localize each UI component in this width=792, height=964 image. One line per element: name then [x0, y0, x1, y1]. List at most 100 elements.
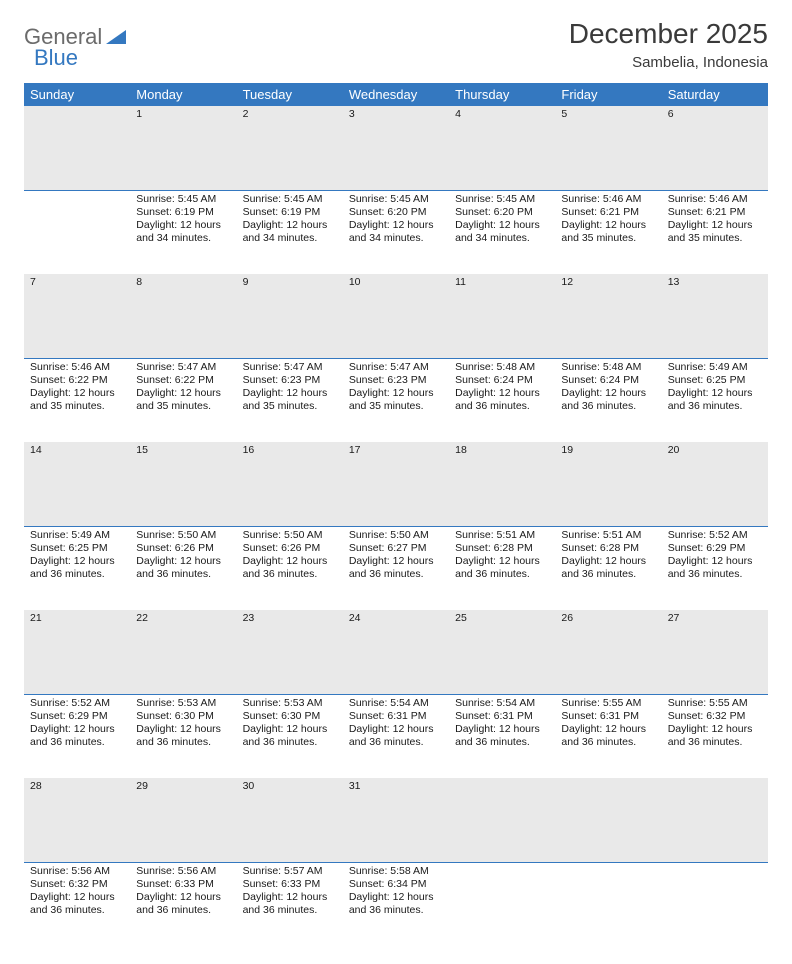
day-cell: Sunrise: 5:49 AMSunset: 6:25 PMDaylight:… — [662, 358, 768, 442]
daylight-line: Daylight: 12 hours and 36 minutes. — [136, 555, 230, 581]
daylight-line: Daylight: 12 hours and 36 minutes. — [455, 723, 549, 749]
day-number: 25 — [449, 610, 555, 694]
daylight-line: Daylight: 12 hours and 34 minutes. — [243, 219, 337, 245]
sunrise-line: Sunrise: 5:49 AM — [668, 361, 762, 374]
daylight-line: Daylight: 12 hours and 35 minutes. — [668, 219, 762, 245]
day-details: Sunrise: 5:54 AMSunset: 6:31 PMDaylight:… — [455, 697, 549, 750]
daylight-line: Daylight: 12 hours and 35 minutes. — [30, 387, 124, 413]
day-details: Sunrise: 5:50 AMSunset: 6:26 PMDaylight:… — [136, 529, 230, 582]
sunset-line: Sunset: 6:31 PM — [349, 710, 443, 723]
daylight-line: Daylight: 12 hours and 36 minutes. — [455, 555, 549, 581]
day-cell: Sunrise: 5:56 AMSunset: 6:33 PMDaylight:… — [130, 862, 236, 946]
day-cell: Sunrise: 5:54 AMSunset: 6:31 PMDaylight:… — [343, 694, 449, 778]
sunrise-line: Sunrise: 5:53 AM — [136, 697, 230, 710]
day-number: 31 — [343, 778, 449, 862]
day-details: Sunrise: 5:54 AMSunset: 6:31 PMDaylight:… — [349, 697, 443, 750]
sunset-line: Sunset: 6:26 PM — [243, 542, 337, 555]
daylight-line: Daylight: 12 hours and 36 minutes. — [561, 555, 655, 581]
day-cell: Sunrise: 5:57 AMSunset: 6:33 PMDaylight:… — [237, 862, 343, 946]
sunset-line: Sunset: 6:19 PM — [243, 206, 337, 219]
sunrise-line: Sunrise: 5:55 AM — [561, 697, 655, 710]
day-details: Sunrise: 5:51 AMSunset: 6:28 PMDaylight:… — [455, 529, 549, 582]
daylight-line: Daylight: 12 hours and 36 minutes. — [349, 555, 443, 581]
day-number: 7 — [24, 274, 130, 358]
sunset-line: Sunset: 6:20 PM — [349, 206, 443, 219]
day-details: Sunrise: 5:51 AMSunset: 6:28 PMDaylight:… — [561, 529, 655, 582]
daylight-line: Daylight: 12 hours and 36 minutes. — [136, 723, 230, 749]
day-cell: Sunrise: 5:53 AMSunset: 6:30 PMDaylight:… — [130, 694, 236, 778]
day-number: 24 — [343, 610, 449, 694]
day-details: Sunrise: 5:57 AMSunset: 6:33 PMDaylight:… — [243, 865, 337, 918]
sunrise-line: Sunrise: 5:52 AM — [668, 529, 762, 542]
day-details: Sunrise: 5:52 AMSunset: 6:29 PMDaylight:… — [30, 697, 124, 750]
day-details: Sunrise: 5:47 AMSunset: 6:22 PMDaylight:… — [136, 361, 230, 414]
daylight-line: Daylight: 12 hours and 35 minutes. — [243, 387, 337, 413]
day-details: Sunrise: 5:58 AMSunset: 6:34 PMDaylight:… — [349, 865, 443, 918]
day-cell: Sunrise: 5:48 AMSunset: 6:24 PMDaylight:… — [449, 358, 555, 442]
day-number: 3 — [343, 106, 449, 190]
sunset-line: Sunset: 6:26 PM — [136, 542, 230, 555]
day-details: Sunrise: 5:46 AMSunset: 6:21 PMDaylight:… — [561, 193, 655, 246]
day-cell: Sunrise: 5:51 AMSunset: 6:28 PMDaylight:… — [449, 526, 555, 610]
day-number: 16 — [237, 442, 343, 526]
daylight-line: Daylight: 12 hours and 36 minutes. — [30, 723, 124, 749]
sunset-line: Sunset: 6:30 PM — [136, 710, 230, 723]
day-cell — [449, 862, 555, 946]
day-number-row: 14151617181920 — [24, 442, 768, 526]
daylight-line: Daylight: 12 hours and 34 minutes. — [136, 219, 230, 245]
sunrise-line: Sunrise: 5:51 AM — [561, 529, 655, 542]
sunrise-line: Sunrise: 5:52 AM — [30, 697, 124, 710]
daylight-line: Daylight: 12 hours and 34 minutes. — [349, 219, 443, 245]
day-cell — [662, 862, 768, 946]
day-cell: Sunrise: 5:50 AMSunset: 6:26 PMDaylight:… — [237, 526, 343, 610]
day-cell: Sunrise: 5:46 AMSunset: 6:21 PMDaylight:… — [662, 190, 768, 274]
sunrise-line: Sunrise: 5:48 AM — [455, 361, 549, 374]
day-cell: Sunrise: 5:45 AMSunset: 6:20 PMDaylight:… — [343, 190, 449, 274]
day-details: Sunrise: 5:53 AMSunset: 6:30 PMDaylight:… — [136, 697, 230, 750]
day-details: Sunrise: 5:45 AMSunset: 6:20 PMDaylight:… — [455, 193, 549, 246]
sunset-line: Sunset: 6:22 PM — [136, 374, 230, 387]
calendar-page: General December 2025 Sambelia, Indonesi… — [0, 0, 792, 964]
day-cell: Sunrise: 5:50 AMSunset: 6:27 PMDaylight:… — [343, 526, 449, 610]
daylight-line: Daylight: 12 hours and 36 minutes. — [455, 387, 549, 413]
sunset-line: Sunset: 6:24 PM — [455, 374, 549, 387]
weekday-header: Thursday — [449, 83, 555, 106]
sunset-line: Sunset: 6:29 PM — [30, 710, 124, 723]
sunrise-line: Sunrise: 5:45 AM — [455, 193, 549, 206]
daylight-line: Daylight: 12 hours and 36 minutes. — [668, 555, 762, 581]
sunrise-line: Sunrise: 5:46 AM — [561, 193, 655, 206]
day-cell: Sunrise: 5:51 AMSunset: 6:28 PMDaylight:… — [555, 526, 661, 610]
day-number: 5 — [555, 106, 661, 190]
day-number: 18 — [449, 442, 555, 526]
day-details: Sunrise: 5:47 AMSunset: 6:23 PMDaylight:… — [349, 361, 443, 414]
sunrise-line: Sunrise: 5:55 AM — [668, 697, 762, 710]
day-number: 13 — [662, 274, 768, 358]
day-details: Sunrise: 5:49 AMSunset: 6:25 PMDaylight:… — [30, 529, 124, 582]
day-cell: Sunrise: 5:47 AMSunset: 6:23 PMDaylight:… — [343, 358, 449, 442]
sunset-line: Sunset: 6:25 PM — [30, 542, 124, 555]
sunset-line: Sunset: 6:21 PM — [668, 206, 762, 219]
day-number: 2 — [237, 106, 343, 190]
sunrise-line: Sunrise: 5:54 AM — [349, 697, 443, 710]
sunset-line: Sunset: 6:33 PM — [136, 878, 230, 891]
sunset-line: Sunset: 6:33 PM — [243, 878, 337, 891]
daylight-line: Daylight: 12 hours and 36 minutes. — [349, 723, 443, 749]
sunset-line: Sunset: 6:31 PM — [455, 710, 549, 723]
sunset-line: Sunset: 6:20 PM — [455, 206, 549, 219]
daylight-line: Daylight: 12 hours and 36 minutes. — [349, 891, 443, 917]
daylight-line: Daylight: 12 hours and 35 minutes. — [561, 219, 655, 245]
weekday-header: Wednesday — [343, 83, 449, 106]
sunrise-line: Sunrise: 5:45 AM — [243, 193, 337, 206]
sunrise-line: Sunrise: 5:54 AM — [455, 697, 549, 710]
day-number-row: 78910111213 — [24, 274, 768, 358]
day-number: 11 — [449, 274, 555, 358]
sunset-line: Sunset: 6:23 PM — [349, 374, 443, 387]
day-details: Sunrise: 5:48 AMSunset: 6:24 PMDaylight:… — [455, 361, 549, 414]
day-details: Sunrise: 5:55 AMSunset: 6:31 PMDaylight:… — [561, 697, 655, 750]
sunset-line: Sunset: 6:21 PM — [561, 206, 655, 219]
day-number: 9 — [237, 274, 343, 358]
weekday-header-row: Sunday Monday Tuesday Wednesday Thursday… — [24, 83, 768, 106]
day-number — [24, 106, 130, 190]
day-details: Sunrise: 5:55 AMSunset: 6:32 PMDaylight:… — [668, 697, 762, 750]
day-number: 8 — [130, 274, 236, 358]
